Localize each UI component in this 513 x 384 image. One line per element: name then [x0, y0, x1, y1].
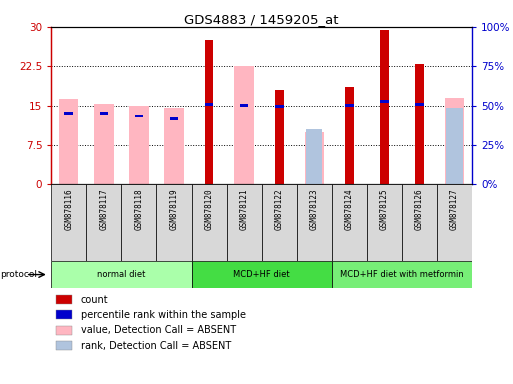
Text: GSM878116: GSM878116	[64, 188, 73, 230]
Bar	[205, 103, 213, 106]
Text: normal diet: normal diet	[97, 270, 146, 279]
Text: GSM878124: GSM878124	[345, 188, 354, 230]
Bar	[51, 184, 86, 261]
Text: MCD+HF diet: MCD+HF diet	[233, 270, 290, 279]
Bar	[134, 115, 143, 118]
Text: GSM878127: GSM878127	[450, 188, 459, 230]
Bar	[332, 261, 472, 288]
Bar	[100, 112, 108, 115]
Text: GSM878122: GSM878122	[274, 188, 284, 230]
Bar	[129, 106, 149, 184]
Text: MCD+HF diet with metformin: MCD+HF diet with metformin	[340, 270, 464, 279]
Text: count: count	[81, 295, 108, 305]
Text: GSM878118: GSM878118	[134, 188, 144, 230]
Bar	[306, 129, 322, 184]
Text: value, Detection Call = ABSENT: value, Detection Call = ABSENT	[81, 325, 236, 335]
Bar	[65, 112, 73, 115]
Text: GSM878126: GSM878126	[415, 188, 424, 230]
Bar	[240, 104, 248, 107]
Text: protocol: protocol	[1, 270, 37, 279]
Bar	[415, 103, 424, 106]
Bar	[445, 98, 464, 184]
Bar	[55, 310, 72, 319]
Text: rank, Detection Call = ABSENT: rank, Detection Call = ABSENT	[81, 341, 231, 351]
Bar	[227, 184, 262, 261]
Bar	[55, 295, 72, 304]
Bar	[275, 90, 284, 184]
Bar	[437, 184, 472, 261]
Bar	[367, 184, 402, 261]
Bar	[345, 87, 353, 184]
Text: percentile rank within the sample: percentile rank within the sample	[81, 310, 246, 320]
Text: GSM878117: GSM878117	[100, 188, 108, 230]
Bar	[275, 105, 284, 108]
Bar	[415, 64, 424, 184]
Text: GSM878121: GSM878121	[240, 188, 249, 230]
Bar	[234, 66, 254, 184]
Bar	[55, 341, 72, 350]
Bar	[191, 184, 227, 261]
Bar	[297, 184, 332, 261]
Bar	[164, 108, 184, 184]
Bar	[59, 99, 78, 184]
Text: GSM878120: GSM878120	[205, 188, 213, 230]
Bar	[380, 100, 389, 103]
Bar	[94, 104, 113, 184]
Text: GSM878123: GSM878123	[310, 188, 319, 230]
Bar	[332, 184, 367, 261]
Bar	[170, 118, 179, 120]
Bar	[380, 30, 389, 184]
Bar	[305, 132, 324, 184]
Bar	[191, 261, 332, 288]
Bar	[55, 326, 72, 335]
Bar	[156, 184, 191, 261]
Bar	[345, 104, 353, 107]
Bar	[86, 184, 122, 261]
Bar	[205, 40, 213, 184]
Bar	[122, 184, 156, 261]
Text: GSM878119: GSM878119	[169, 188, 179, 230]
Title: GDS4883 / 1459205_at: GDS4883 / 1459205_at	[184, 13, 339, 26]
Bar	[446, 108, 463, 184]
Bar	[262, 184, 297, 261]
Bar	[51, 261, 191, 288]
Bar	[402, 184, 437, 261]
Text: GSM878125: GSM878125	[380, 188, 389, 230]
